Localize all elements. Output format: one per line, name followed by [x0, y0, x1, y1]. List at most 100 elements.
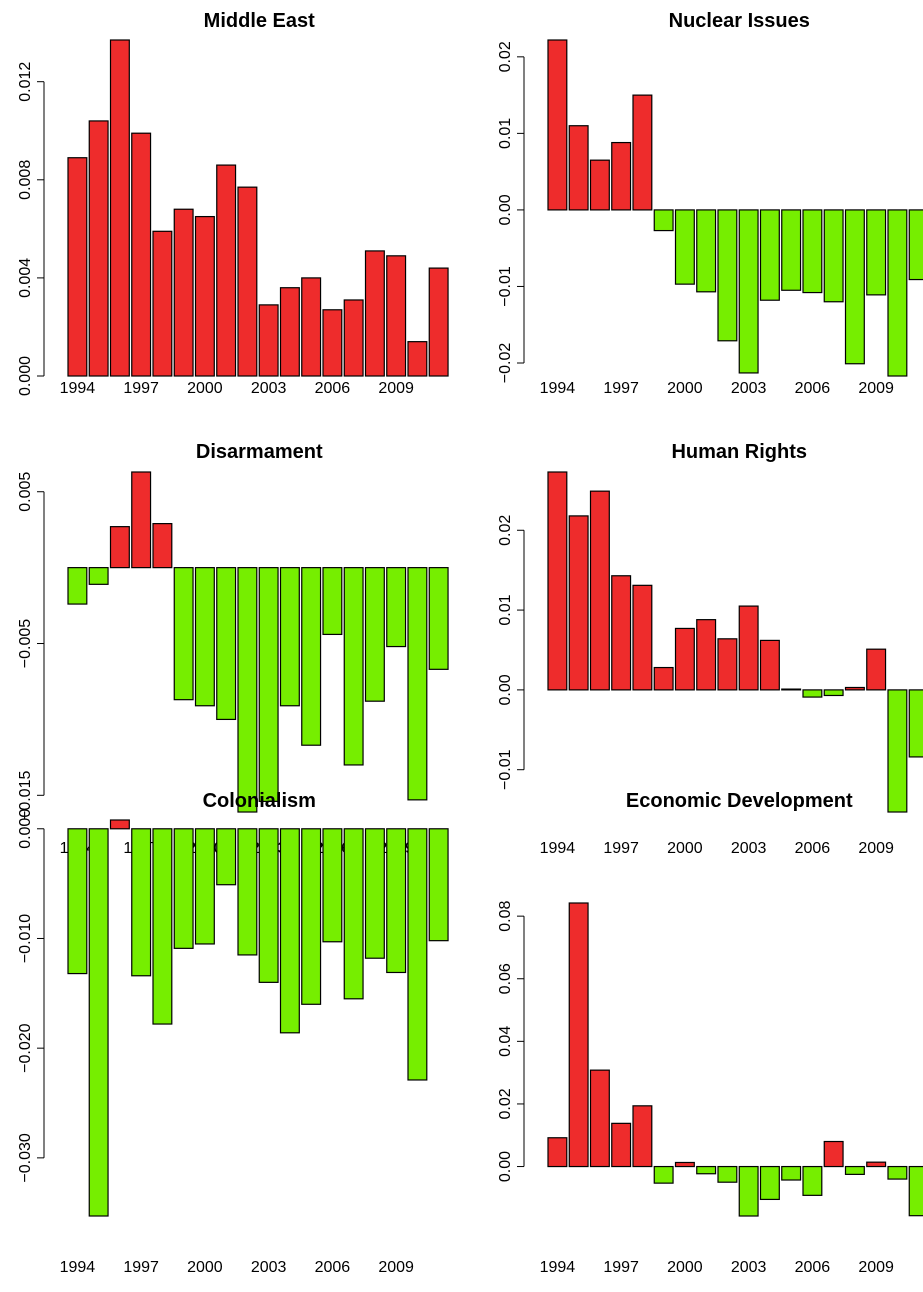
x-tick-label: 1994: [540, 840, 576, 857]
bar-1994: [547, 471, 568, 691]
bar-2009: [866, 1161, 887, 1168]
bar-1998: [152, 230, 173, 377]
y-tick-label: 0.008: [17, 160, 34, 200]
y-tick-label: 0.000: [17, 356, 34, 396]
x-tick-label: 2003: [731, 380, 767, 397]
panel-4: Colonialism −0.030 −0.020 −0.010 0.000 1994 19…: [17, 790, 449, 1276]
bar-2001: [696, 1165, 717, 1175]
y-tick-label: 0.004: [17, 258, 34, 298]
bar-2002: [237, 828, 258, 956]
x-tick-label: 2006: [315, 1259, 351, 1276]
bar-2002: [237, 186, 258, 377]
chart-title: Middle East: [204, 10, 315, 32]
bar-2002: [717, 209, 738, 342]
y-tick-label: 0.005: [17, 472, 34, 512]
bar-1999: [173, 567, 194, 701]
y-tick-label: −0.01: [497, 749, 514, 790]
bar-2000: [674, 627, 695, 691]
x-tick-label: 2000: [187, 380, 223, 397]
x-tick-label: 2006: [795, 840, 831, 857]
bar-2011: [428, 828, 449, 942]
bar-2003: [258, 567, 279, 802]
bar-1995: [568, 902, 589, 1168]
x-tick-label: 2009: [858, 840, 894, 857]
bar-1995: [88, 120, 109, 377]
bar-2001: [696, 209, 717, 293]
bar-2003: [258, 304, 279, 377]
x-tick-label: 2009: [378, 1259, 414, 1276]
bar-2010: [887, 209, 908, 377]
y-tick-label: 0.00: [497, 1151, 514, 1182]
x-tick-label: 1994: [60, 1259, 96, 1276]
x-tick-label: 1997: [123, 1259, 159, 1276]
bar-2001: [216, 567, 237, 721]
bar-2004: [279, 567, 300, 707]
chart-title: Colonialism: [203, 790, 316, 812]
y-tick-label: 0.000: [17, 809, 34, 849]
bar-2002: [237, 567, 258, 813]
y-tick-label: 0.01: [497, 594, 514, 625]
bar-2007: [823, 209, 844, 303]
x-tick-label: 2000: [667, 380, 703, 397]
x-tick-label: 1997: [603, 380, 639, 397]
bar-2005: [301, 828, 322, 1005]
bar-2011: [908, 689, 923, 758]
bar-2010: [887, 689, 908, 813]
bar-1999: [653, 209, 674, 232]
bar-2008: [844, 686, 865, 691]
bar-2005: [301, 277, 322, 377]
bar-2005: [301, 567, 322, 746]
bar-1994: [67, 828, 88, 975]
y-tick-label: 0.00: [497, 194, 514, 225]
bar-2010: [407, 567, 428, 801]
bar-2007: [823, 689, 844, 697]
bar-2007: [823, 1140, 844, 1168]
bar-2008: [364, 250, 385, 377]
bar-2010: [887, 1165, 908, 1180]
bar-1994: [67, 157, 88, 377]
bar-1999: [653, 666, 674, 691]
x-tick-label: 1994: [540, 380, 576, 397]
bar-1994: [547, 1137, 568, 1168]
bar-1997: [611, 141, 632, 211]
bar-2008: [844, 1165, 865, 1175]
x-tick-label: 1997: [603, 840, 639, 857]
bar-2000: [194, 828, 215, 945]
x-tick-label: 2003: [251, 1259, 287, 1276]
bar-1994: [67, 567, 88, 605]
bar-2007: [343, 828, 364, 1000]
bar-2011: [908, 209, 923, 281]
bar-2000: [674, 1161, 695, 1168]
bar-2006: [322, 828, 343, 943]
x-tick-label: 2003: [731, 1259, 767, 1276]
panel-5: Economic Development 0.00 0.02 0.04 0.06 0.08…: [497, 790, 923, 1276]
y-tick-label: −0.015: [17, 771, 34, 820]
y-tick-label: 0.00: [497, 674, 514, 705]
bar-2002: [717, 1165, 738, 1183]
y-tick-label: −0.005: [17, 619, 34, 668]
x-tick-label: 2000: [667, 840, 703, 857]
bar-2005: [781, 209, 802, 291]
bar-2011: [908, 1165, 923, 1217]
bar-1996: [109, 819, 130, 830]
x-tick-label: 2003: [251, 380, 287, 397]
panel-1: Nuclear Issues −0.02 −0.01 0.00 0.01 0.02 1994…: [497, 10, 923, 397]
bar-2004: [759, 639, 780, 691]
chart-title: Human Rights: [671, 441, 807, 463]
y-tick-label: −0.02: [497, 343, 514, 384]
bar-2003: [738, 209, 759, 374]
y-tick-label: 0.01: [497, 118, 514, 149]
bar-2006: [802, 209, 823, 294]
bar-1994: [547, 39, 568, 211]
bar-1998: [632, 94, 653, 211]
bar-2010: [407, 828, 428, 1081]
bar-2009: [386, 255, 407, 377]
x-tick-label: 2006: [795, 1259, 831, 1276]
bar-2000: [194, 215, 215, 377]
chart-title: Disarmament: [196, 441, 323, 463]
x-tick-label: 2009: [378, 380, 414, 397]
bar-2003: [738, 1165, 759, 1217]
bar-1997: [611, 575, 632, 691]
bar-1997: [131, 471, 152, 569]
